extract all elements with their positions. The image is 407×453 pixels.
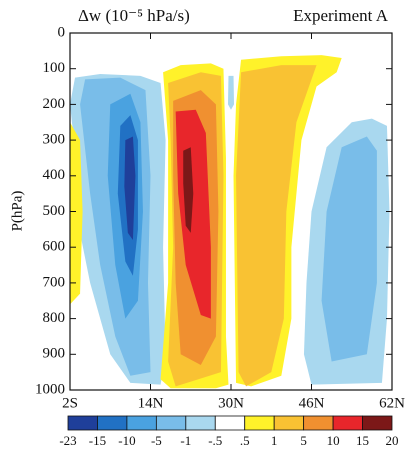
contour-region bbox=[321, 136, 377, 362]
y-tick-label: 200 bbox=[43, 96, 66, 112]
colorbar-box bbox=[126, 415, 157, 431]
contour-region bbox=[70, 122, 83, 305]
chart-subtitle: Experiment A bbox=[293, 6, 389, 25]
colorbar-label: -15 bbox=[89, 433, 106, 448]
y-tick-label: 800 bbox=[43, 310, 66, 326]
colorbar-box bbox=[97, 415, 128, 431]
colorbar-box bbox=[362, 415, 393, 431]
colorbar-label: -.5 bbox=[208, 433, 222, 448]
colorbar-box bbox=[303, 415, 334, 431]
contour-region bbox=[236, 65, 317, 387]
colorbar-label: -23 bbox=[59, 433, 76, 448]
colorbar-label: -5 bbox=[151, 433, 162, 448]
colorbar-label: 15 bbox=[356, 433, 369, 448]
colorbar-label: 1 bbox=[271, 433, 278, 448]
colorbar-box bbox=[332, 415, 363, 431]
colorbar-box bbox=[273, 415, 305, 431]
y-tick-label: 100 bbox=[43, 60, 66, 76]
contour-region bbox=[227, 75, 235, 110]
y-tick-label: 300 bbox=[43, 132, 66, 148]
colorbar-box bbox=[155, 415, 187, 431]
colorbar-label: 5 bbox=[300, 433, 307, 448]
colorbar-label: 10 bbox=[327, 433, 340, 448]
colorbar-box bbox=[244, 415, 275, 431]
x-tick-label: 30N bbox=[218, 395, 244, 411]
colorbar-box bbox=[214, 415, 246, 431]
x-tick-label: 62N bbox=[379, 395, 405, 411]
y-tick-label: 700 bbox=[43, 274, 66, 290]
y-tick-label: 900 bbox=[43, 346, 66, 362]
colorbar-label: .5 bbox=[240, 433, 250, 448]
x-tick-label: 46N bbox=[299, 395, 325, 411]
y-axis-label: P(hPa) bbox=[9, 191, 25, 232]
chart-title: Δw (10⁻⁵ hPa/s) bbox=[78, 6, 190, 25]
x-tick-label: 14N bbox=[138, 395, 164, 411]
y-tick-label: 1000 bbox=[35, 381, 65, 397]
colorbar-label: -10 bbox=[118, 433, 135, 448]
y-tick-label: 400 bbox=[43, 167, 66, 183]
y-tick-label: 500 bbox=[43, 203, 66, 219]
y-tick-label: 0 bbox=[58, 24, 66, 40]
colorbar-box bbox=[67, 415, 98, 431]
colorbar-label: 20 bbox=[386, 433, 399, 448]
contour-region bbox=[183, 147, 194, 233]
contour-fill bbox=[70, 55, 390, 389]
y-tick-label: 600 bbox=[43, 239, 66, 255]
contour-region bbox=[124, 136, 136, 241]
colorbar-label: -1 bbox=[180, 433, 191, 448]
x-tick-label: 2S bbox=[62, 395, 78, 411]
colorbar-box bbox=[185, 415, 216, 431]
